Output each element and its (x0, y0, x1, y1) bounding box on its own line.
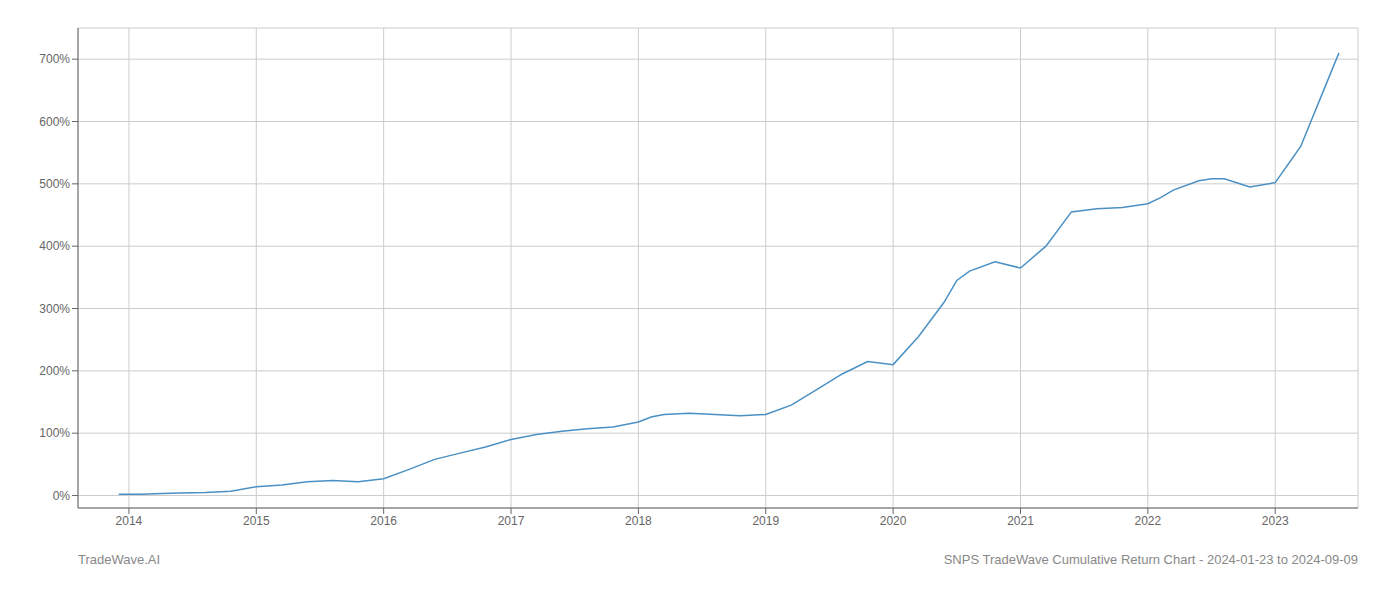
svg-text:600%: 600% (39, 115, 70, 129)
svg-text:500%: 500% (39, 177, 70, 191)
svg-text:2017: 2017 (498, 514, 525, 528)
svg-text:400%: 400% (39, 239, 70, 253)
svg-text:0%: 0% (53, 489, 71, 503)
svg-text:2019: 2019 (752, 514, 779, 528)
svg-text:2023: 2023 (1262, 514, 1289, 528)
html-text:TradeWave.AI: TradeWave.AI (78, 552, 161, 567)
svg-text:2021: 2021 (1007, 514, 1034, 528)
svg-text:700%: 700% (39, 52, 70, 66)
svg-text:2014: 2014 (116, 514, 143, 528)
svg-text:2016: 2016 (370, 514, 397, 528)
svg-text:2022: 2022 (1134, 514, 1161, 528)
svg-text:100%: 100% (39, 426, 70, 440)
svg-text:2015: 2015 (243, 514, 270, 528)
svg-text:2020: 2020 (880, 514, 907, 528)
svg-text:2018: 2018 (625, 514, 652, 528)
svg-text:300%: 300% (39, 302, 70, 316)
svg-text:200%: 200% (39, 364, 70, 378)
html-text:SNPS TradeWave Cumulative Retu: SNPS TradeWave Cumulative Return Chart -… (943, 552, 1358, 567)
